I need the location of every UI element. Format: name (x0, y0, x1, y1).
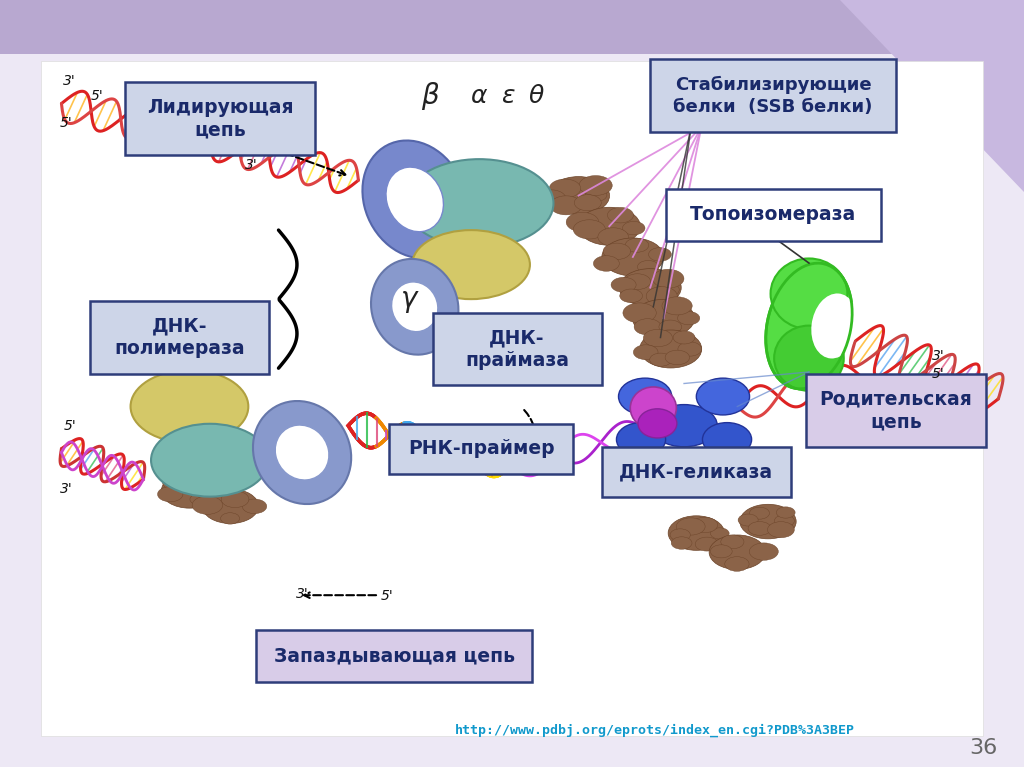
Ellipse shape (548, 176, 609, 215)
Ellipse shape (651, 405, 717, 446)
FancyBboxPatch shape (41, 61, 983, 736)
Text: γ: γ (401, 285, 418, 313)
Text: Стабилизирующие
белки  (SSB белки): Стабилизирующие белки (SSB белки) (674, 76, 872, 116)
Ellipse shape (750, 507, 769, 519)
Ellipse shape (602, 238, 664, 276)
Ellipse shape (648, 248, 672, 262)
Ellipse shape (386, 167, 443, 232)
Ellipse shape (194, 483, 219, 499)
Ellipse shape (607, 207, 634, 223)
FancyBboxPatch shape (125, 83, 315, 155)
Text: 3': 3' (63, 74, 76, 87)
Ellipse shape (652, 269, 684, 288)
Ellipse shape (253, 401, 351, 504)
Ellipse shape (673, 331, 695, 344)
Ellipse shape (696, 378, 750, 415)
Ellipse shape (672, 537, 692, 549)
Ellipse shape (573, 220, 605, 239)
FancyBboxPatch shape (0, 0, 1024, 54)
Ellipse shape (586, 189, 607, 202)
Text: 5': 5' (932, 367, 944, 381)
Ellipse shape (631, 387, 676, 429)
Ellipse shape (658, 320, 682, 334)
Ellipse shape (391, 282, 438, 331)
FancyBboxPatch shape (666, 189, 881, 241)
Ellipse shape (620, 268, 681, 307)
Text: http://www.pdbj.org/eprots/index_en.cgi?PDB%3A3BEP: http://www.pdbj.org/eprots/index_en.cgi?… (456, 723, 855, 737)
Ellipse shape (625, 274, 650, 289)
Text: Запаздывающая цепь: Запаздывающая цепь (273, 647, 515, 665)
Ellipse shape (659, 447, 709, 481)
Ellipse shape (550, 196, 582, 215)
Ellipse shape (275, 425, 329, 480)
Ellipse shape (750, 543, 778, 560)
Ellipse shape (768, 522, 795, 538)
Ellipse shape (691, 517, 718, 533)
Ellipse shape (537, 190, 566, 207)
Ellipse shape (738, 514, 758, 526)
Text: 3': 3' (245, 158, 257, 172)
Text: Лидирующая
цепь: Лидирующая цепь (146, 98, 294, 140)
Ellipse shape (739, 505, 797, 538)
FancyBboxPatch shape (389, 423, 573, 474)
Ellipse shape (623, 303, 656, 323)
Ellipse shape (618, 378, 672, 415)
Ellipse shape (771, 258, 848, 329)
Text: 3': 3' (932, 349, 944, 363)
Text: ДНК-
полимераза: ДНК- полимераза (114, 317, 245, 358)
Ellipse shape (749, 522, 771, 535)
Ellipse shape (776, 507, 795, 518)
Ellipse shape (774, 326, 844, 391)
Ellipse shape (221, 491, 249, 508)
Ellipse shape (406, 160, 553, 247)
Text: 5': 5' (60, 116, 73, 130)
Text: 3': 3' (60, 482, 73, 496)
Ellipse shape (655, 283, 679, 297)
Ellipse shape (362, 140, 467, 258)
FancyBboxPatch shape (89, 301, 268, 374)
Ellipse shape (220, 513, 240, 524)
Text: ДНК-
праймаза: ДНК- праймаза (465, 328, 569, 370)
Ellipse shape (623, 222, 645, 235)
Ellipse shape (193, 496, 222, 515)
Ellipse shape (620, 289, 642, 303)
Ellipse shape (566, 212, 599, 232)
Ellipse shape (638, 261, 658, 273)
Ellipse shape (646, 287, 677, 305)
FancyBboxPatch shape (432, 313, 602, 385)
Text: θ: θ (529, 84, 544, 108)
Ellipse shape (774, 515, 795, 527)
Ellipse shape (677, 518, 706, 535)
Ellipse shape (603, 243, 631, 259)
Text: ε: ε (501, 84, 515, 108)
Ellipse shape (412, 230, 530, 299)
Ellipse shape (649, 353, 672, 367)
Ellipse shape (203, 489, 258, 523)
Ellipse shape (634, 319, 662, 335)
Ellipse shape (158, 486, 183, 502)
Ellipse shape (669, 516, 725, 551)
Text: α: α (470, 84, 486, 108)
Ellipse shape (662, 297, 692, 315)
Ellipse shape (163, 476, 187, 490)
Ellipse shape (666, 351, 689, 365)
Ellipse shape (725, 557, 750, 571)
Ellipse shape (616, 423, 666, 456)
Ellipse shape (579, 207, 640, 245)
Ellipse shape (640, 330, 701, 368)
Ellipse shape (721, 535, 744, 548)
Ellipse shape (594, 255, 620, 272)
FancyBboxPatch shape (650, 60, 896, 132)
Ellipse shape (598, 228, 629, 246)
Ellipse shape (678, 311, 699, 324)
Ellipse shape (643, 329, 673, 347)
FancyBboxPatch shape (602, 446, 791, 497)
Ellipse shape (811, 294, 858, 358)
Polygon shape (840, 0, 1024, 192)
Ellipse shape (162, 473, 218, 508)
Ellipse shape (633, 299, 694, 337)
Ellipse shape (711, 528, 729, 539)
Ellipse shape (670, 528, 690, 541)
Ellipse shape (189, 494, 209, 505)
